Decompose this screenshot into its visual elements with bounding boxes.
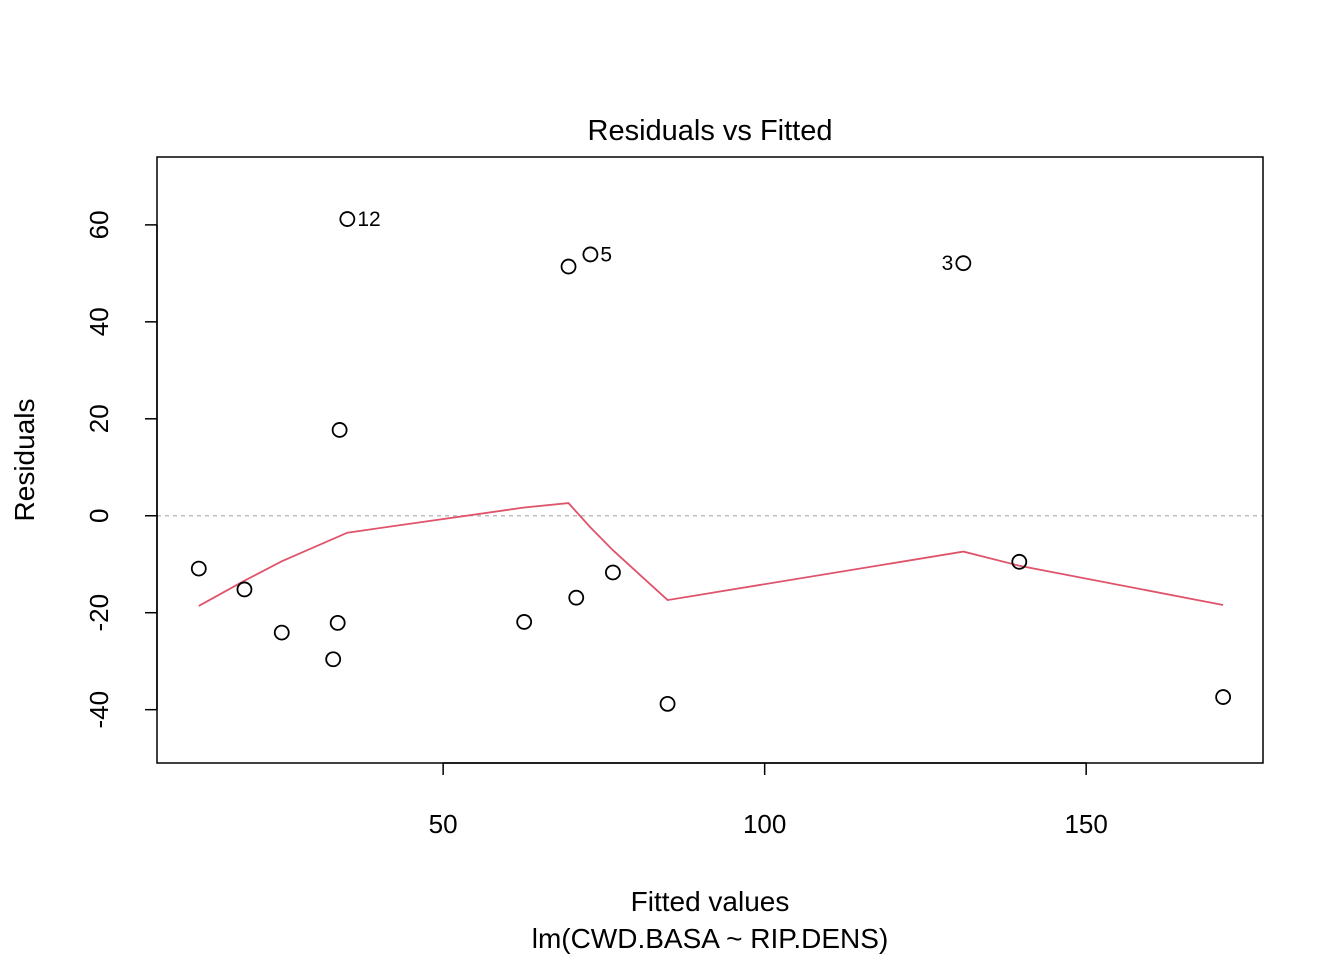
smooth-line-layer xyxy=(198,502,1224,607)
data-point xyxy=(568,589,585,606)
y-tick-label: -20 xyxy=(84,594,114,632)
data-point xyxy=(331,422,348,438)
data-point xyxy=(325,651,342,668)
y-tick-label: 0 xyxy=(84,509,114,523)
y-axis: -40 -20 0 20 40 60 xyxy=(84,210,158,729)
data-point xyxy=(329,614,346,631)
point-label: 5 xyxy=(600,243,612,266)
data-point xyxy=(273,624,290,641)
data-point xyxy=(659,695,676,712)
x-axis: 50 100 150 xyxy=(429,762,1108,839)
y-tick-label: 20 xyxy=(84,404,114,433)
point-label: 3 xyxy=(942,252,954,275)
data-point xyxy=(1215,689,1232,705)
x-axis-title: Fitted values xyxy=(631,886,790,917)
data-point xyxy=(190,560,207,577)
y-axis-title: Residuals xyxy=(9,399,40,522)
y-tick-label: 60 xyxy=(84,210,114,239)
data-point xyxy=(560,258,577,275)
data-point xyxy=(339,211,356,227)
y-tick-label: -40 xyxy=(84,691,114,729)
points-layer xyxy=(190,211,1232,712)
data-point xyxy=(1011,553,1028,570)
chart-title: Residuals vs Fitted xyxy=(588,115,833,147)
point-labels-layer: 12 5 3 xyxy=(357,208,953,275)
model-formula-subtitle: lm(CWD.BASA ~ RIP.DENS) xyxy=(532,923,889,954)
y-tick-label: 40 xyxy=(84,307,114,336)
data-point xyxy=(582,246,599,263)
smooth-line xyxy=(198,502,1224,607)
point-label: 12 xyxy=(357,208,380,231)
data-point xyxy=(516,614,533,630)
data-point xyxy=(236,581,253,598)
data-point xyxy=(605,564,621,581)
x-tick-label: 50 xyxy=(429,809,458,839)
data-point xyxy=(955,255,972,272)
x-tick-label: 100 xyxy=(743,809,786,839)
x-tick-label: 150 xyxy=(1064,809,1107,839)
